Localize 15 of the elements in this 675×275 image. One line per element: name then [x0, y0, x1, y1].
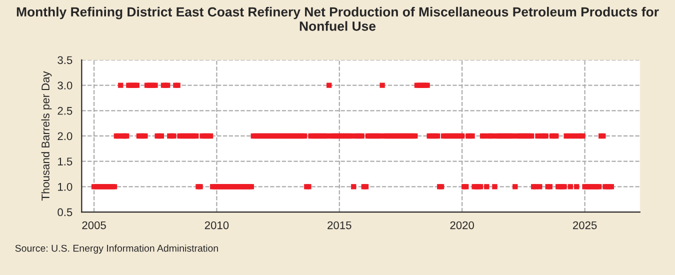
y-tick-label: 3.0	[58, 82, 72, 90]
y-axis-title: Thousand Barrels per Day	[41, 71, 52, 201]
x-tick-label: 2025	[573, 221, 597, 230]
y-tick-label: 0.5	[58, 208, 72, 216]
source-note: Source: U.S. Energy Information Administration	[15, 244, 218, 254]
chart-title: Monthly Refining District East Coast Refinery Net Production of Miscellaneous Petroleum Products for Nonfuel Use	[16, 6, 659, 31]
x-tick-label: 2015	[328, 221, 352, 230]
x-tick-label: 2010	[204, 221, 229, 230]
x-tick-label: 2020	[450, 221, 474, 230]
y-tick-label: 1.5	[58, 158, 72, 166]
x-tick-label: 2005	[82, 221, 106, 230]
y-tick-label: 2.5	[58, 106, 72, 115]
y-tick-label: 3.5	[58, 56, 72, 64]
y-tick-label: 2.0	[58, 132, 72, 140]
y-tick-label: 1.0	[58, 182, 72, 191]
